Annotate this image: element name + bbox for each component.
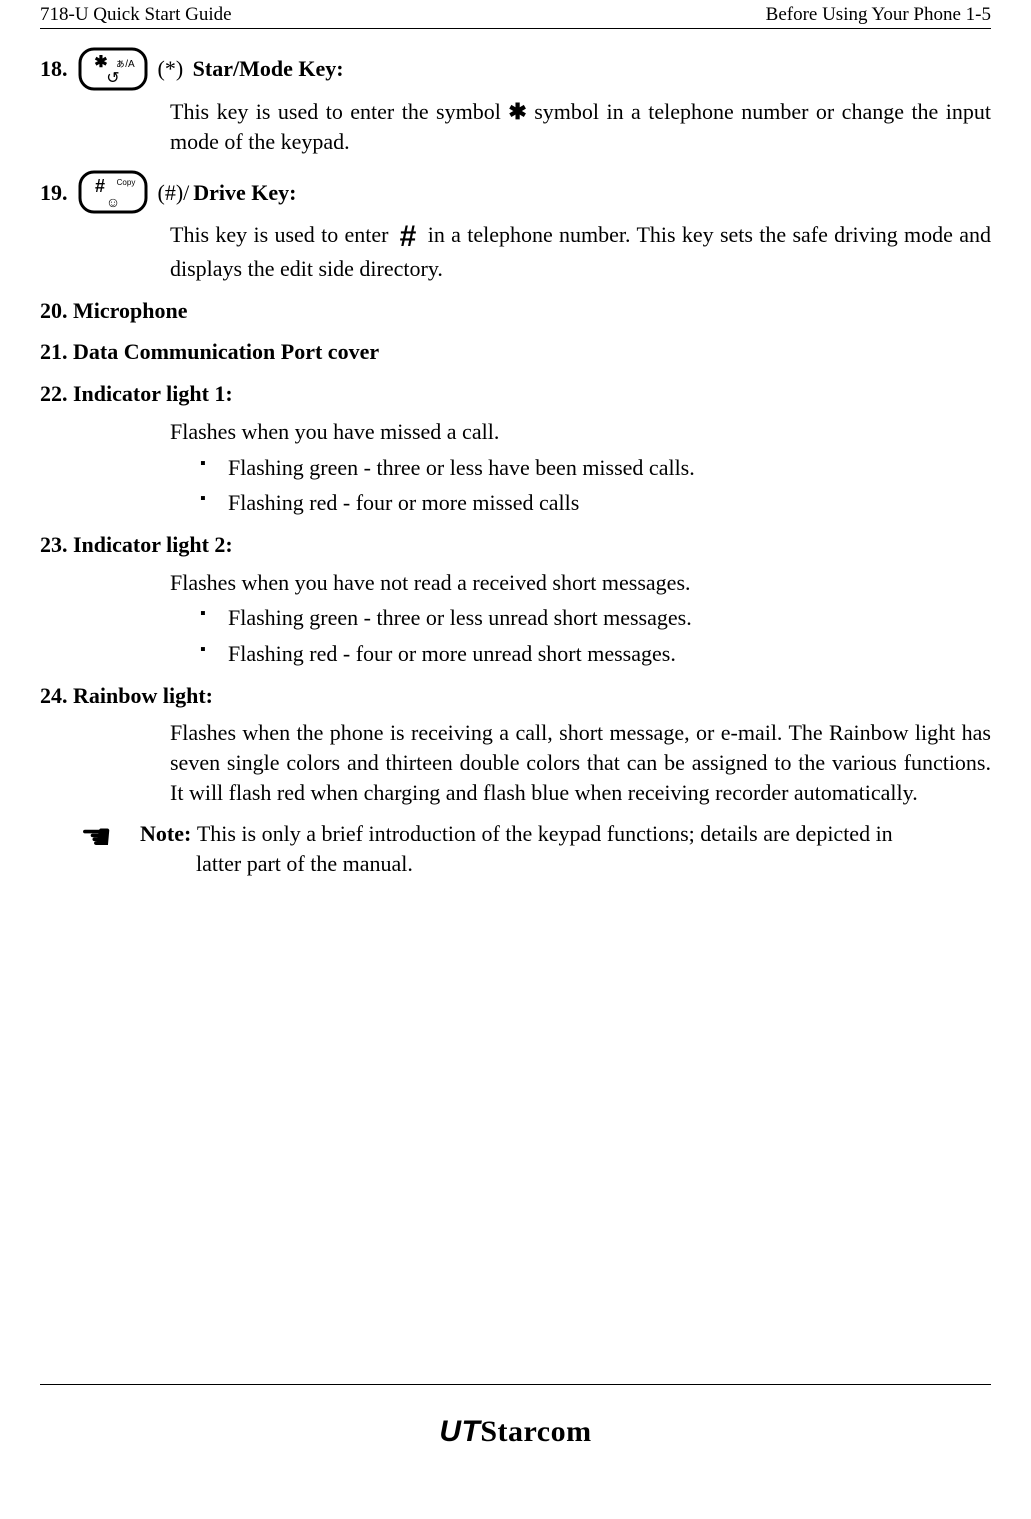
page-footer: UTStarcom <box>40 1384 991 1449</box>
item-18-description: This key is used to enter the symbol ✱ s… <box>170 97 991 156</box>
section-23-bullet-1: Flashing green - three or less unread sh… <box>200 603 991 633</box>
section-23-bullet-2: Flashing red - four or more unread short… <box>200 639 991 669</box>
section-21-title: 21. Data Communication Port cover <box>40 337 991 367</box>
svg-text:Copy: Copy <box>116 178 135 187</box>
note-line-1: This is only a brief introduction of the… <box>197 821 893 846</box>
svg-text:✱: ✱ <box>94 54 107 71</box>
utstarcom-logo: UTStarcom <box>439 1415 591 1448</box>
item-19-heading: 19. # Copy ☺ (#)/Drive Key: <box>40 170 991 214</box>
svg-text:↺: ↺ <box>106 70 119 87</box>
item-18-prefix: (*) <box>158 54 184 84</box>
content: 18. ✱ ぁ/A ↺ (*) Star/Mode Key: This key … <box>40 47 991 879</box>
item-19-prefix: (#)/ <box>158 178 190 208</box>
svg-text:#: # <box>94 176 104 196</box>
note-line-2: latter part of the manual. <box>140 849 991 879</box>
section-22-bullet-2: Flashing red - four or more missed calls <box>200 488 991 518</box>
item-18-number: 18. <box>40 54 68 84</box>
section-24-body: Flashes when the phone is receiving a ca… <box>170 718 991 807</box>
logo-t: T <box>462 1415 481 1448</box>
note-row: ☚ Note: This is only a brief introductio… <box>40 819 991 878</box>
item-19-label: Drive Key: <box>193 178 296 208</box>
note-body: Note: This is only a brief introduction … <box>140 819 991 878</box>
section-23-title: 23. Indicator light 2: <box>40 530 991 560</box>
header-right: Before Using Your Phone 1-5 <box>766 4 991 26</box>
pointing-hand-icon: ☚ <box>40 819 140 855</box>
section-22-bullet-1: Flashing green - three or less have been… <box>200 453 991 483</box>
logo-u: U <box>439 1415 461 1448</box>
section-22-bullets: Flashing green - three or less have been… <box>200 453 991 518</box>
item-18-desc-a: This key is used to enter the symbol <box>170 99 508 124</box>
section-23-bullets: Flashing green - three or less unread sh… <box>200 603 991 668</box>
section-22-lead: Flashes when you have missed a call. <box>170 417 991 447</box>
section-23-lead: Flashes when you have not read a receive… <box>170 568 991 598</box>
star-mode-key-icon: ✱ ぁ/A ↺ <box>78 47 148 91</box>
item-19-description: This key is used to enter # in a telepho… <box>170 220 991 283</box>
note-label: Note: <box>140 821 197 846</box>
svg-text:ぁ/A: ぁ/A <box>115 59 135 70</box>
svg-text:#: # <box>399 222 416 252</box>
star-glyph-icon: ✱ <box>508 99 526 124</box>
svg-text:☺: ☺ <box>105 194 119 210</box>
item-19-desc-a: This key is used to enter <box>170 222 395 247</box>
hash-icon: # <box>395 226 428 251</box>
drive-key-icon: # Copy ☺ <box>78 170 148 214</box>
header-left: 718-U Quick Start Guide <box>40 4 232 26</box>
item-19-number: 19. <box>40 178 68 208</box>
logo-rest: Starcom <box>480 1415 591 1448</box>
page-header: 718-U Quick Start Guide Before Using You… <box>40 0 991 29</box>
section-24-title: 24. Rainbow light: <box>40 681 991 711</box>
page: 718-U Quick Start Guide Before Using You… <box>0 0 1031 1519</box>
section-20-title: 20. Microphone <box>40 296 991 326</box>
section-22-title: 22. Indicator light 1: <box>40 379 991 409</box>
item-18-heading: 18. ✱ ぁ/A ↺ (*) Star/Mode Key: <box>40 47 991 91</box>
item-18-label: Star/Mode Key: <box>193 54 344 84</box>
